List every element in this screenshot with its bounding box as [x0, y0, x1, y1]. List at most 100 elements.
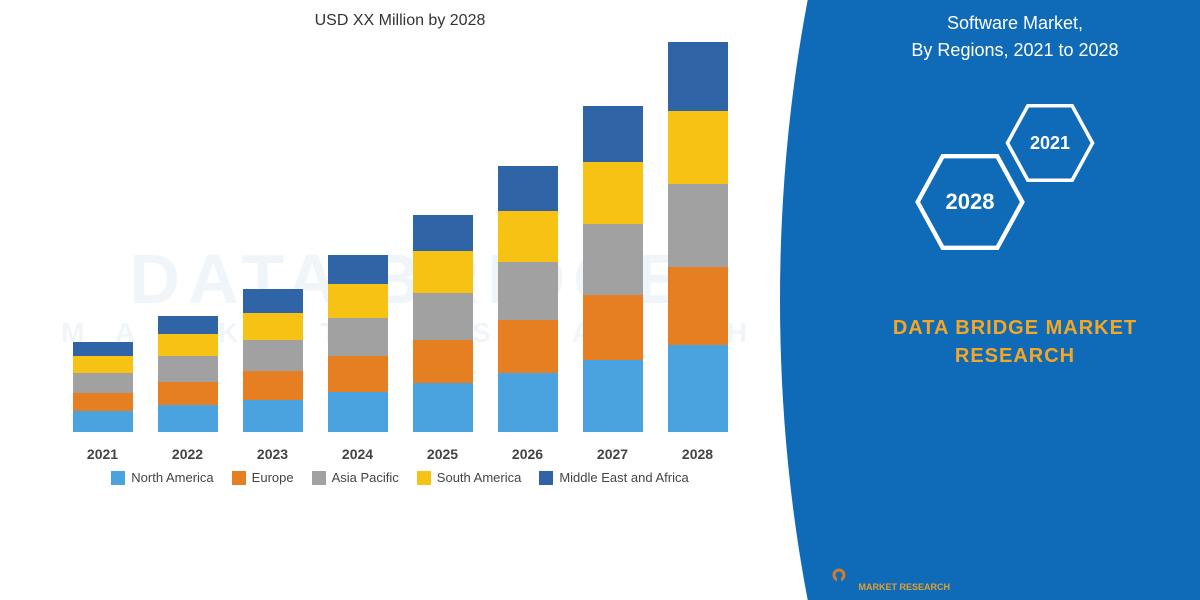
- x-label: 2027: [583, 446, 643, 462]
- bar-segment: [413, 251, 473, 293]
- chart-title-line2: USD XX Million by 2028: [315, 12, 486, 29]
- chart-plot: 2021 2022 2023 2024 2025 2026 2027 2028: [50, 42, 750, 462]
- bar-segment: [158, 405, 218, 432]
- bar-segment: [498, 320, 558, 373]
- x-label: 2023: [243, 446, 303, 462]
- hexagon-graphic: 2028 2021: [905, 94, 1125, 294]
- bar-segment: [73, 373, 133, 393]
- legend-item: Europe: [232, 470, 294, 485]
- bar-segment: [668, 345, 728, 432]
- brand-line1: DATA BRIDGE MARKET: [893, 314, 1137, 342]
- bar-column: [328, 255, 388, 433]
- main-container: USD XX Million by 2028 DATA BRIDGE M A R…: [0, 0, 1200, 600]
- legend-item: Asia Pacific: [312, 470, 399, 485]
- bar-segment: [498, 373, 558, 433]
- footer-logo-main: DATA BRIDGE: [858, 568, 939, 582]
- hexagon-inner-label: 2021: [1030, 133, 1070, 154]
- bar-segment: [583, 360, 643, 433]
- bar-segment: [243, 340, 303, 371]
- bar-segment: [328, 356, 388, 392]
- bar-segment: [583, 295, 643, 360]
- bar-segment: [243, 371, 303, 400]
- bar-segment: [413, 340, 473, 384]
- legend-item: Middle East and Africa: [539, 470, 688, 485]
- bar-segment: [498, 166, 558, 211]
- bar-segment: [243, 289, 303, 313]
- bar-segment: [413, 293, 473, 340]
- footer-logo: DATA BRIDGE MARKET RESEARCH: [826, 568, 950, 594]
- bar-stack: [158, 316, 218, 432]
- legend-item: North America: [111, 470, 213, 485]
- legend-label: Asia Pacific: [332, 470, 399, 485]
- legend-label: Europe: [252, 470, 294, 485]
- bar-stack: [413, 215, 473, 433]
- bar-segment: [668, 184, 728, 267]
- bar-segment: [413, 215, 473, 251]
- bar-segment: [583, 162, 643, 224]
- bar-column: [498, 166, 558, 433]
- x-label: 2025: [413, 446, 473, 462]
- legend-label: Middle East and Africa: [559, 470, 688, 485]
- bar-segment: [73, 411, 133, 433]
- bar-segment: [158, 316, 218, 334]
- footer-logo-icon: [826, 568, 852, 594]
- bar-segment: [158, 382, 218, 406]
- bar-segment: [498, 211, 558, 262]
- bar-column: [668, 42, 728, 432]
- brand-line2: RESEARCH: [893, 342, 1137, 370]
- sidebar-title: Software Market, By Regions, 2021 to 202…: [911, 10, 1118, 64]
- hexagon-outer-label: 2028: [946, 189, 995, 215]
- bar-segment: [243, 313, 303, 340]
- footer-logo-sub: MARKET RESEARCH: [858, 583, 950, 593]
- chart-panel: USD XX Million by 2028 DATA BRIDGE M A R…: [0, 0, 780, 600]
- sidebar-panel: Software Market, By Regions, 2021 to 202…: [780, 0, 1200, 600]
- bar-column: [243, 289, 303, 432]
- sidebar-title-line1: Software Market,: [911, 10, 1118, 37]
- hexagon-inner: 2021: [1005, 104, 1095, 182]
- legend-label: North America: [131, 470, 213, 485]
- bar-segment: [328, 318, 388, 356]
- bar-segment: [498, 262, 558, 320]
- bar-segment: [328, 255, 388, 284]
- x-label: 2021: [73, 446, 133, 462]
- bar-column: [73, 342, 133, 433]
- x-label: 2024: [328, 446, 388, 462]
- bar-segment: [73, 356, 133, 372]
- x-axis-labels: 2021 2022 2023 2024 2025 2026 2027 2028: [50, 446, 750, 462]
- legend-swatch: [539, 471, 553, 485]
- sidebar-title-line2: By Regions, 2021 to 2028: [911, 37, 1118, 64]
- bar-column: [583, 106, 643, 432]
- legend-swatch: [417, 471, 431, 485]
- x-label: 2026: [498, 446, 558, 462]
- bar-segment: [73, 342, 133, 357]
- bar-segment: [243, 400, 303, 433]
- legend-swatch: [312, 471, 326, 485]
- bar-segment: [158, 356, 218, 381]
- bar-stack: [668, 42, 728, 432]
- bar-stack: [328, 255, 388, 433]
- chart-legend: North America Europe Asia Pacific South Ame…: [40, 470, 760, 485]
- bar-stack: [73, 342, 133, 433]
- bar-segment: [328, 284, 388, 318]
- legend-label: South America: [437, 470, 522, 485]
- bar-segment: [583, 106, 643, 162]
- bar-segment: [668, 42, 728, 111]
- bar-segment: [328, 392, 388, 432]
- bar-segment: [668, 267, 728, 345]
- chart-title: USD XX Million by 2028: [40, 10, 760, 32]
- bar-stack: [498, 166, 558, 433]
- x-label: 2028: [668, 446, 728, 462]
- bar-stack: [583, 106, 643, 432]
- bar-segment: [668, 111, 728, 184]
- bar-segment: [158, 334, 218, 356]
- x-label: 2022: [158, 446, 218, 462]
- bar-segment: [583, 224, 643, 295]
- bars-container: [50, 42, 750, 432]
- brand-text: DATA BRIDGE MARKET RESEARCH: [893, 314, 1137, 370]
- bar-segment: [413, 383, 473, 432]
- bar-column: [413, 215, 473, 433]
- bar-segment: [73, 393, 133, 411]
- bar-column: [158, 316, 218, 432]
- bar-stack: [243, 289, 303, 432]
- legend-swatch: [232, 471, 246, 485]
